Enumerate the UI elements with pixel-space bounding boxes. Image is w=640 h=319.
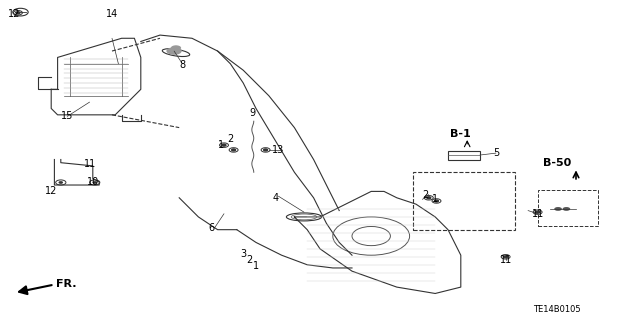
Circle shape <box>171 45 181 50</box>
Bar <box>538 190 598 226</box>
Circle shape <box>554 207 562 211</box>
Circle shape <box>166 47 182 55</box>
Text: 1: 1 <box>253 261 259 271</box>
Circle shape <box>536 211 540 213</box>
Text: 1: 1 <box>218 140 224 150</box>
Text: 12: 12 <box>8 9 20 19</box>
Circle shape <box>16 12 20 14</box>
Circle shape <box>563 207 570 211</box>
Circle shape <box>504 256 508 258</box>
Text: 11: 11 <box>499 255 512 265</box>
Text: 4: 4 <box>272 193 278 203</box>
Text: 1: 1 <box>432 194 438 204</box>
Circle shape <box>93 182 97 183</box>
Circle shape <box>222 144 226 146</box>
Text: 11: 11 <box>83 159 96 169</box>
Text: 5: 5 <box>493 148 499 158</box>
Text: 6: 6 <box>208 223 214 233</box>
Bar <box>413 172 515 230</box>
Text: TE14B0105: TE14B0105 <box>533 305 580 314</box>
Text: 12: 12 <box>45 186 58 197</box>
Circle shape <box>435 200 438 202</box>
Text: 11: 11 <box>531 209 544 219</box>
Circle shape <box>232 149 236 151</box>
Text: 3: 3 <box>240 249 246 259</box>
Text: 9: 9 <box>250 108 256 118</box>
Bar <box>448 151 480 160</box>
Text: B-1: B-1 <box>451 129 471 139</box>
Text: 8: 8 <box>179 60 186 70</box>
Circle shape <box>264 149 268 151</box>
Text: 10: 10 <box>86 177 99 187</box>
Text: 2: 2 <box>422 189 429 200</box>
Text: B-50: B-50 <box>543 158 571 168</box>
Circle shape <box>59 182 63 183</box>
Text: 14: 14 <box>106 9 118 19</box>
Text: FR.: FR. <box>56 279 77 289</box>
Text: 2: 2 <box>246 255 253 265</box>
Text: 13: 13 <box>272 145 285 155</box>
Circle shape <box>427 197 431 199</box>
Text: 15: 15 <box>61 111 74 122</box>
Text: 2: 2 <box>227 134 234 144</box>
